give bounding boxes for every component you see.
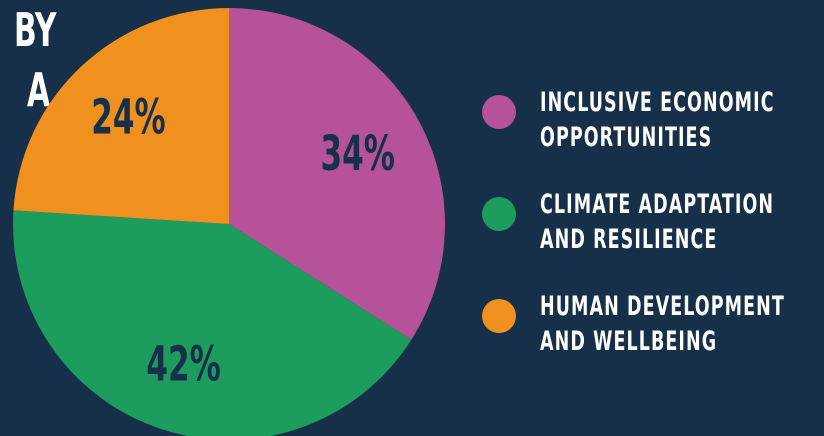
value-label-human-development: 24% (91, 89, 165, 145)
legend-swatch (482, 197, 516, 231)
slice-human-development (13, 8, 230, 224)
legend-label: HUMAN DEVELOPMENT AND WELLBEING (540, 291, 785, 357)
value-label-inclusive-economic: 34% (321, 125, 395, 181)
legend-swatch (482, 299, 516, 333)
legend-label: CLIMATE ADAPTATION AND RESILIENCE (540, 189, 775, 255)
legend-label: INCLUSIVE ECONOMIC OPPORTUNITIES (540, 87, 775, 153)
chart-title-fragment: BY A (14, 0, 57, 120)
legend-swatch (482, 95, 516, 129)
value-label-climate-adaptation: 42% (146, 336, 220, 392)
slice-climate-adaptation (13, 210, 412, 436)
title-line-2: A (26, 63, 50, 117)
slice-inclusive-economic (229, 8, 446, 340)
title-line-1: BY (14, 3, 57, 57)
